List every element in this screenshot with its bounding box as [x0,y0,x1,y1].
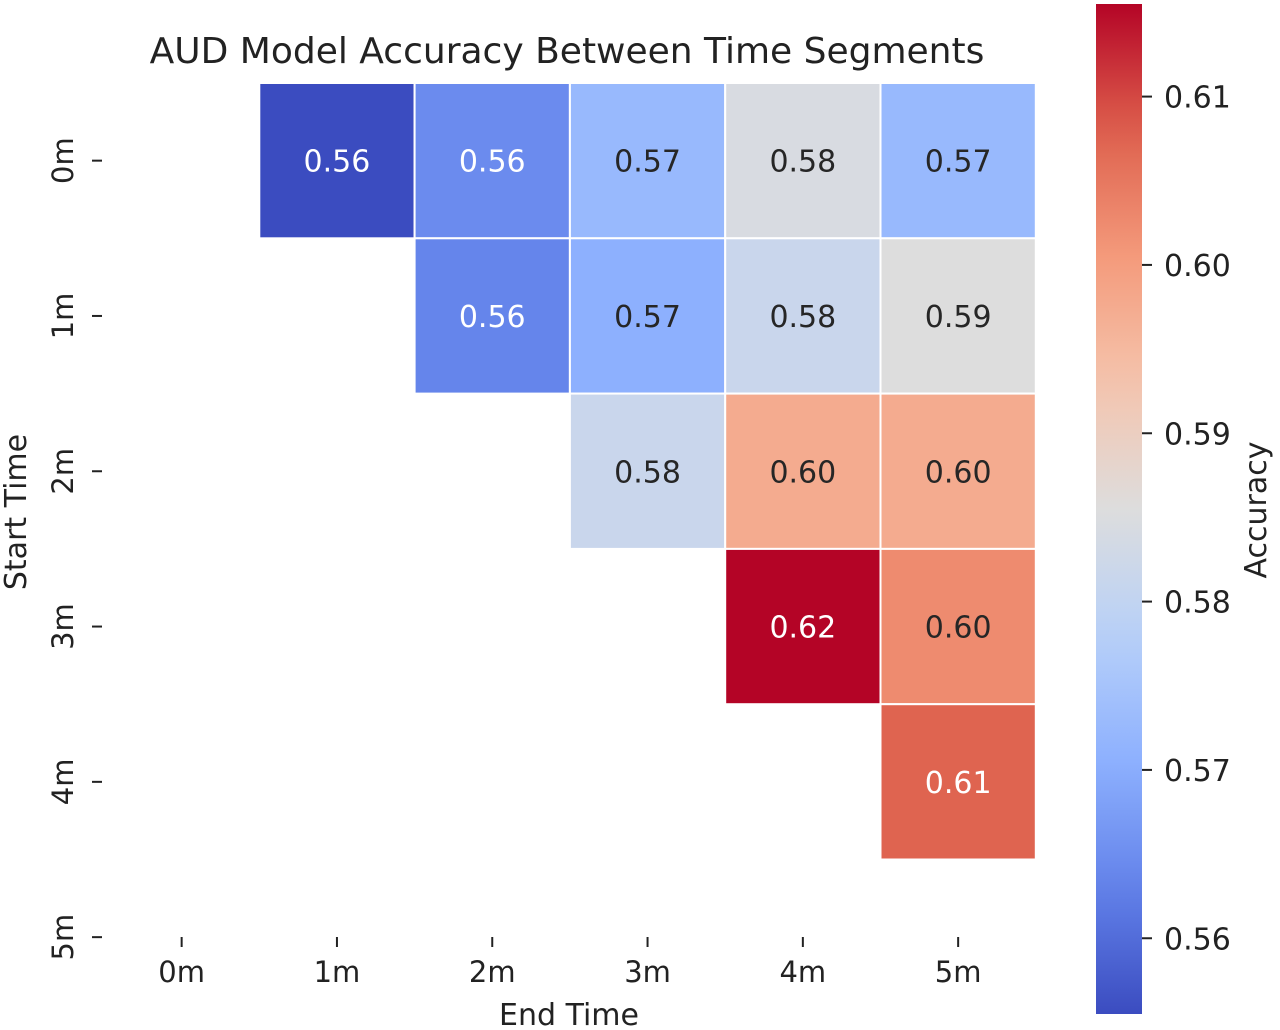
cell-value-label: 0.56 [304,145,371,180]
heatmap-cell [724,547,882,706]
x-axis-label: End Time [499,998,639,1030]
heatmap-cell [568,82,727,240]
cell-value-label: 0.60 [925,611,992,646]
colorbar-gradient [1096,4,1142,1014]
cell-value-label: 0.58 [769,145,836,180]
heatmap-cell [413,82,571,240]
x-tick-label: 1m [314,955,361,989]
heatmap-cell [879,703,1037,861]
cell-value-label: 0.62 [769,611,836,646]
y-axis: 0m 1m 2m 3m 4m 5m [46,137,102,961]
y-tick-label: 0m [46,137,80,184]
heatmap-cell [724,237,882,395]
heatmap-cell [879,392,1037,550]
x-tick-label: 3m [624,955,671,989]
cell-value-label: 0.58 [769,300,836,335]
y-tick-label: 3m [46,603,80,650]
colorbar-tick-label: 0.60 [1164,249,1231,284]
x-tick-label: 5m [935,955,982,989]
heatmap-cell [879,82,1037,240]
cell-value-label: 0.57 [925,145,992,180]
heatmap-cell [413,237,571,395]
heatmap-cells: 0.56 0.56 0.57 0.58 0.57 0.56 0.57 0.58 0.59 0.58… [258,82,1037,861]
colorbar-tick-label: 0.57 [1164,754,1231,789]
y-tick-label: 5m [46,914,80,961]
chart-title: AUD Model Accuracy Between Time Segments [150,31,985,72]
colorbar-tick-label: 0.56 [1164,922,1231,957]
x-tick-label: 2m [469,955,516,989]
x-tick-label: 0m [158,955,205,989]
y-axis-label: Start Time [0,434,34,590]
x-axis: 0m 1m 2m 3m 4m 5m [158,937,982,989]
y-tick-label: 4m [46,758,80,805]
cell-value-label: 0.60 [769,455,836,490]
colorbar: 0.56 0.57 0.58 0.59 0.60 0.61 [1096,4,1231,1014]
cell-value-label: 0.58 [614,455,681,490]
y-tick-label: 2m [46,448,80,495]
cell-value-label: 0.57 [614,300,681,335]
colorbar-label: Accuracy [1239,442,1274,579]
heatmap-cell [258,82,416,240]
colorbar-tick-label: 0.59 [1164,417,1231,452]
cell-value-label: 0.61 [925,766,992,801]
cell-value-label: 0.60 [925,455,992,490]
colorbar-tick-label: 0.61 [1164,81,1231,116]
colorbar-tick-label: 0.58 [1164,586,1231,621]
y-tick-label: 1m [46,293,80,340]
cell-value-label: 0.59 [925,300,992,335]
cell-value-label: 0.56 [459,145,526,180]
cell-value-label: 0.57 [614,145,681,180]
heatmap-cell [724,82,882,240]
heatmap-cell [568,392,727,550]
x-tick-label: 4m [779,955,826,989]
cell-value-label: 0.56 [459,300,526,335]
heatmap-cell [879,547,1037,706]
